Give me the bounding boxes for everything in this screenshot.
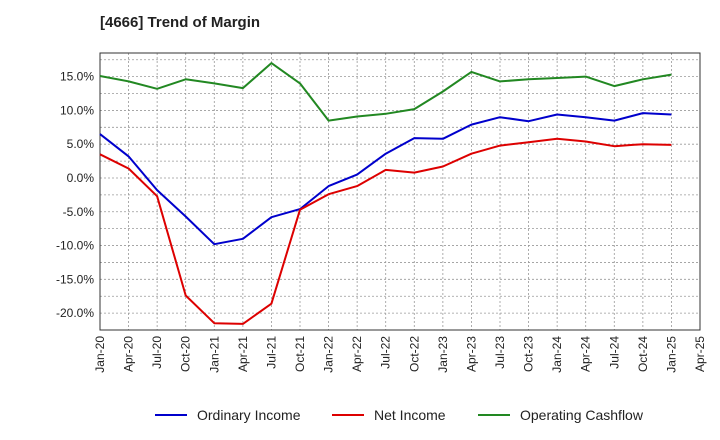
x-axis-tick-labels: Jan-20 Apr-20 Jul-20 Oct-20 Jan-21 Apr-21 Jul-… — [93, 336, 707, 373]
y-axis-tick-labels: 15.0% 10.0% 5.0% 0.0% -5.0% -10.0% -15.0% -20.0… — [56, 70, 94, 320]
y-tick-label: -15.0% — [56, 272, 94, 286]
y-tick-label: -20.0% — [56, 306, 94, 320]
grid-lines — [100, 53, 700, 330]
x-tick-label: Oct-24 — [636, 336, 650, 372]
x-tick-label: Apr-21 — [236, 336, 250, 372]
x-tick-label: Jul-22 — [379, 336, 393, 369]
x-tick-label: Apr-20 — [122, 336, 136, 372]
series-line-ordinary-income — [99, 112, 672, 246]
y-tick-label: -5.0% — [63, 205, 95, 219]
legend-label-net-income: Net Income — [374, 407, 446, 423]
legend-item-ordinary-income: Ordinary Income — [155, 404, 300, 426]
y-tick-label: 10.0% — [60, 103, 94, 117]
series-line-net-income — [99, 137, 672, 325]
legend-label-ordinary-income: Ordinary Income — [197, 407, 301, 423]
chart-title: [4666] Trend of Margin — [100, 14, 261, 31]
x-tick-label: Jan-23 — [436, 336, 450, 373]
series-lines — [99, 62, 672, 325]
x-tick-label: Jul-23 — [493, 336, 507, 369]
y-tick-label: 15.0% — [60, 70, 94, 84]
legend: Ordinary Income Net Income Operating Cas… — [0, 404, 720, 426]
x-tick-label: Jul-24 — [607, 336, 621, 369]
legend-swatch-ordinary-income — [155, 414, 187, 416]
x-tick-label: Jul-20 — [150, 336, 164, 369]
x-tick-label: Jan-20 — [93, 336, 107, 373]
x-tick-label: Jan-24 — [550, 336, 564, 373]
x-tick-label: Apr-23 — [464, 336, 478, 372]
x-tick-label: Jan-25 — [664, 336, 678, 373]
x-tick-label: Apr-24 — [579, 336, 593, 372]
x-tick-label: Oct-22 — [407, 336, 421, 372]
x-tick-label: Apr-25 — [693, 336, 707, 372]
y-tick-label: 5.0% — [67, 137, 95, 151]
legend-swatch-operating-cashflow — [478, 414, 510, 416]
y-tick-label: -10.0% — [56, 239, 94, 253]
x-tick-label: Jan-21 — [207, 336, 221, 373]
x-tick-label: Apr-22 — [350, 336, 364, 372]
legend-item-net-income: Net Income — [332, 404, 446, 426]
x-tick-label: Oct-21 — [293, 336, 307, 372]
x-tick-label: Oct-20 — [179, 336, 193, 372]
plot-frame — [99, 52, 701, 331]
x-tick-label: Oct-23 — [522, 336, 536, 372]
legend-swatch-net-income — [332, 414, 364, 416]
legend-item-operating-cashflow: Operating Cashflow — [478, 404, 643, 426]
series-line-operating-cashflow — [99, 62, 672, 122]
x-tick-label: Jul-21 — [264, 336, 278, 369]
legend-label-operating-cashflow: Operating Cashflow — [520, 407, 643, 423]
x-tick-label: Jan-22 — [322, 336, 336, 373]
y-tick-label: 0.0% — [67, 171, 95, 185]
